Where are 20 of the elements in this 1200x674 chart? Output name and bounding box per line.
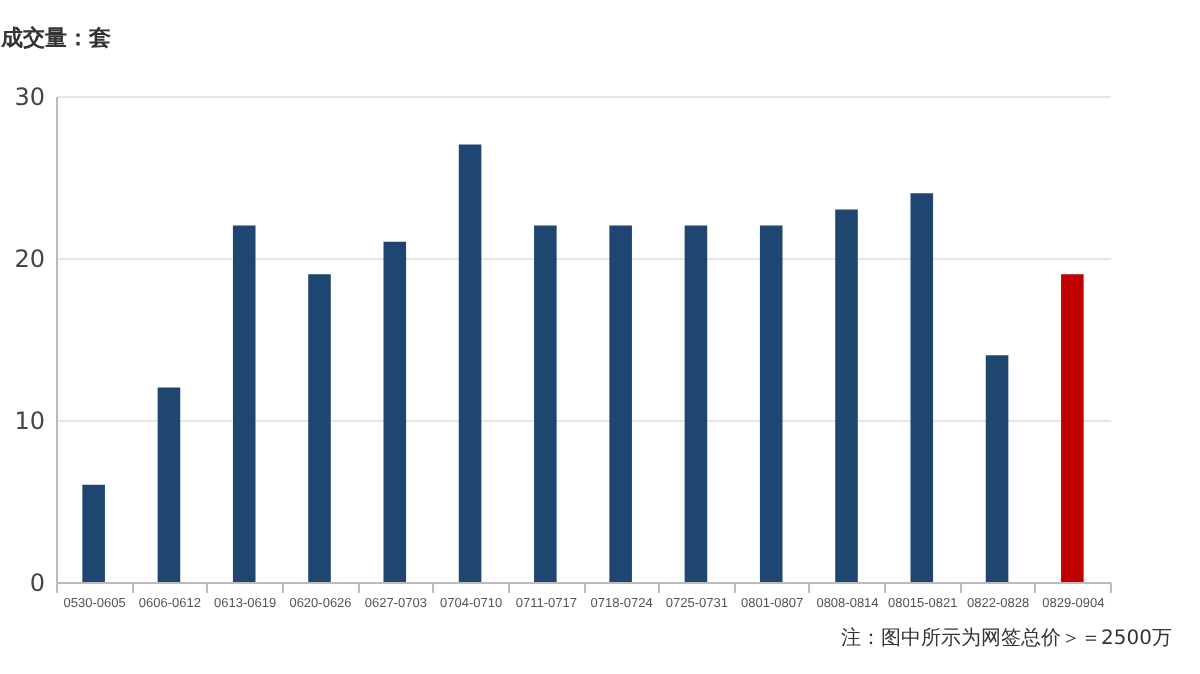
bar <box>684 225 708 582</box>
bar <box>157 387 181 582</box>
bar <box>383 241 407 582</box>
bar <box>759 225 783 582</box>
bar <box>458 144 482 582</box>
bar <box>609 225 632 582</box>
y-tick-label: 10 <box>14 407 45 435</box>
y-tick-label: 30 <box>14 83 45 111</box>
bar <box>910 193 934 582</box>
bar <box>835 209 858 582</box>
y-tick-label: 20 <box>14 245 45 273</box>
bar <box>308 274 331 582</box>
bar <box>534 225 557 582</box>
bar <box>1061 274 1084 582</box>
text: 注：图中所示为网签总价＞＝2500万 <box>841 625 1172 652</box>
y-tick-label: 0 <box>29 569 45 597</box>
bar <box>232 225 256 582</box>
y-axis-title: 成交量：套 <box>0 25 111 51</box>
bar <box>985 355 1009 582</box>
bar <box>82 484 105 582</box>
